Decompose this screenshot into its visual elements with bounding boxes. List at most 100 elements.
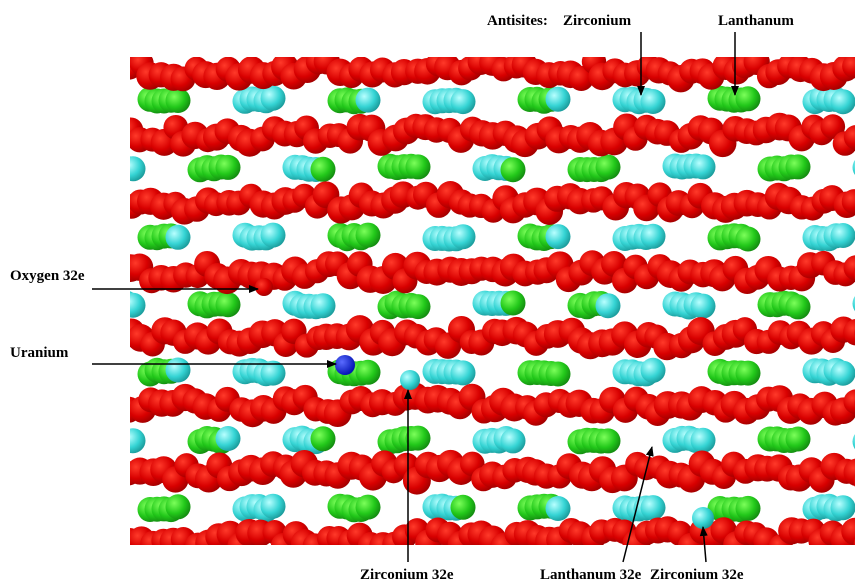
zirconium-cluster [328, 223, 381, 252]
label-zirconium-32e: Zirconium 32e [650, 567, 744, 583]
atom [501, 291, 526, 316]
atom [12, 156, 37, 181]
atom [93, 294, 118, 319]
atom [64, 226, 89, 251]
atom [451, 495, 476, 520]
atom [356, 88, 381, 113]
atom [596, 293, 621, 318]
uranium-atom [335, 355, 355, 375]
atom [356, 495, 381, 520]
atom [356, 223, 381, 248]
atom [57, 497, 82, 522]
lanthanum-cluster [43, 358, 96, 385]
atom [107, 156, 132, 181]
atom [26, 155, 51, 180]
oxygen-row [116, 450, 855, 495]
zirconium-cluster [188, 155, 241, 183]
figure: Antisites: Zirconium Lanthanum Oxygen 32… [0, 0, 855, 584]
atom [93, 428, 118, 453]
lanthanum-cluster [43, 494, 96, 522]
zirconium-cluster [0, 426, 51, 454]
zirconium-cluster [568, 155, 621, 183]
atom [831, 495, 855, 520]
atom [12, 428, 37, 453]
lanthanum-cluster [803, 223, 855, 251]
label-oxygen: Oxygen 32e [10, 268, 85, 284]
atom [261, 86, 286, 111]
zirconium-cluster [708, 223, 761, 251]
atom [43, 225, 68, 250]
atom [261, 223, 286, 248]
atom [736, 361, 761, 386]
atom [736, 227, 761, 252]
lanthanum-cluster [473, 291, 526, 317]
zirconium-cluster [568, 291, 621, 319]
atom [19, 154, 44, 179]
oxygen-row [118, 516, 855, 559]
lanthanum-cluster [473, 154, 526, 182]
atom [166, 358, 191, 383]
zirconium-cluster [568, 428, 621, 455]
atom [64, 360, 89, 385]
zirconium-cluster [758, 154, 811, 181]
atom [356, 360, 381, 385]
atom [261, 494, 286, 519]
lanthanum-cluster [613, 358, 666, 387]
atom [831, 89, 855, 114]
zirconium-cluster [518, 87, 571, 114]
zirconium-cluster [188, 291, 241, 318]
label-antisites: Antisites: [487, 13, 548, 29]
atom [57, 359, 82, 384]
oxygen-row [120, 181, 855, 225]
lanthanum-cluster [43, 86, 96, 115]
atom [546, 224, 571, 249]
atom [546, 496, 571, 521]
zirconium-cluster [0, 291, 51, 318]
atom [166, 494, 191, 519]
atom [596, 428, 621, 453]
atom [26, 293, 51, 318]
lanthanum-cluster [43, 223, 96, 252]
atom [5, 291, 30, 316]
atom [546, 87, 571, 112]
label-zirconium: Zirconium [563, 13, 632, 29]
zirconium-cluster [758, 426, 811, 453]
zirconium-cluster [188, 426, 241, 454]
atom [71, 226, 96, 251]
oxygen-atom [255, 278, 273, 296]
zirconium-cluster [138, 223, 191, 250]
atom [71, 495, 96, 520]
lanthanum-cluster [93, 291, 146, 319]
atom [43, 497, 68, 522]
oxygen-row [117, 48, 855, 92]
zirconium-cluster [518, 224, 571, 252]
zirconium-cluster [0, 154, 51, 181]
atom [0, 292, 23, 317]
atom [786, 294, 811, 319]
atom [216, 292, 241, 317]
lanthanum-cluster [93, 426, 146, 454]
atom [107, 294, 132, 319]
atom [641, 224, 666, 249]
atom [5, 427, 30, 452]
lanthanum-cluster [423, 494, 476, 521]
zirconium-cluster [758, 291, 811, 320]
lanthanum-cluster [233, 358, 286, 386]
lanthanum-cluster [613, 87, 666, 115]
atom [71, 88, 96, 113]
lanthanum-cluster [423, 224, 476, 251]
lanthanum-cluster [283, 155, 336, 182]
atom [100, 156, 125, 181]
zirconium-cluster [708, 496, 761, 523]
zirconium-cluster [328, 494, 381, 523]
atom [0, 429, 23, 454]
atom [5, 156, 30, 181]
label-uranium: Uranium [10, 345, 69, 361]
atom [121, 156, 146, 181]
atom [831, 361, 855, 386]
atom [596, 155, 621, 180]
atom [71, 359, 96, 384]
atom [501, 428, 526, 453]
atom [216, 155, 241, 180]
atom [57, 87, 82, 112]
